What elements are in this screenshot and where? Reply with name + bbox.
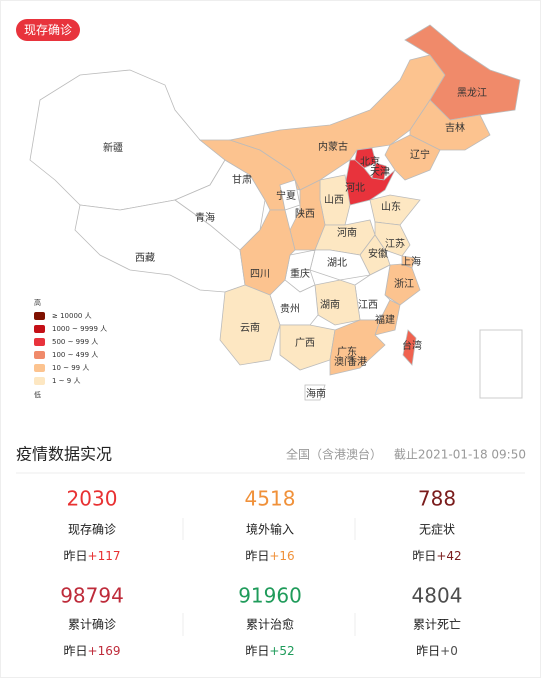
province-label: 香港 [347, 356, 367, 368]
legend-swatch [34, 364, 45, 372]
province [219, 284, 281, 366]
stat-prefix: 昨日 [416, 644, 440, 658]
province-label: 西藏 [135, 252, 155, 264]
stat-delta-row: 昨日+42 [412, 549, 461, 563]
legend-label: ≥ 10000 人 [52, 312, 92, 320]
badge-text: 现存确诊 [24, 23, 72, 37]
province-label: 四川 [250, 269, 270, 280]
province [402, 329, 417, 366]
stat-delta-row: 昨日+0 [416, 644, 458, 658]
stat-delta: +42 [436, 549, 461, 563]
province [384, 134, 441, 181]
province-label: 黑龙江 [457, 86, 487, 99]
stat-delta: +52 [269, 644, 294, 658]
legend-label: 1 ~ 9 人 [52, 377, 80, 385]
province [329, 319, 386, 376]
province-label: 广东 [337, 345, 357, 358]
stat-value: 788 [418, 487, 456, 511]
stat-delta: +117 [88, 549, 121, 563]
province-label: 台湾 [402, 339, 422, 352]
province-label: 北京 [360, 155, 380, 168]
stats-updated: 截止2021-01-18 09:50 [394, 448, 526, 462]
stats-title: 疫情数据实况 [16, 445, 112, 464]
stat-value: 91960 [238, 584, 302, 608]
south-sea-inset [479, 329, 523, 399]
stat-value: 2030 [67, 487, 118, 511]
province-label: 江西 [358, 299, 378, 311]
province-label: 陕西 [295, 207, 315, 220]
stat-value: 98794 [60, 584, 124, 608]
stats-scope: 全国（含港澳台） [286, 447, 382, 462]
province-label: 广西 [295, 337, 315, 349]
stat-label: 现存确诊 [68, 523, 116, 537]
stat-prefix: 昨日 [245, 549, 269, 563]
province-label: 新疆 [103, 141, 123, 154]
stat-label: 累计治愈 [246, 617, 294, 632]
province [369, 194, 421, 226]
province [304, 384, 326, 401]
province-label: 湖北 [327, 257, 347, 269]
province-label: 辽宁 [410, 148, 430, 161]
legend-high: 高 [34, 298, 41, 307]
province-label: 山西 [324, 194, 344, 206]
province [404, 24, 521, 121]
legend-swatch [34, 351, 45, 359]
province-label: 河北 [345, 182, 365, 194]
stat-label: 累计死亡 [413, 618, 461, 632]
stat-delta-row: 昨日+16 [245, 549, 294, 563]
province-label: 贵州 [280, 302, 300, 315]
province-label: 河南 [337, 226, 357, 239]
stat-delta-row: 昨日+169 [64, 644, 121, 658]
legend-label: 1000 ~ 9999 人 [52, 325, 107, 333]
legend-low: 低 [34, 390, 41, 399]
stat-delta: +0 [440, 644, 458, 658]
stat-prefix: 昨日 [64, 644, 88, 658]
legend-label: 10 ~ 99 人 [52, 364, 89, 372]
stat-delta-row: 昨日+52 [245, 644, 294, 658]
province-label: 浙江 [394, 278, 414, 290]
stat-prefix: 昨日 [412, 549, 436, 563]
province-label: 甘肃 [232, 173, 252, 186]
stat-prefix: 昨日 [64, 549, 88, 563]
province-label: 宁夏 [276, 189, 296, 202]
province-label: 安徽 [368, 247, 388, 260]
province-label: 云南 [240, 321, 260, 334]
province-label: 福建 [375, 313, 395, 326]
stat-value: 4804 [412, 584, 463, 608]
province-label: 山东 [381, 200, 401, 213]
province-label: 吉林 [445, 121, 465, 134]
province-label: 江苏 [385, 237, 405, 250]
province-label: 青海 [195, 211, 215, 224]
legend-swatch [34, 325, 45, 333]
legend-label: 500 ~ 999 人 [52, 338, 98, 346]
province-label: 澳门 [334, 355, 354, 368]
legend-swatch [34, 312, 45, 320]
legend-label: 100 ~ 499 人 [52, 351, 98, 359]
province [354, 147, 377, 169]
stat-delta: +169 [88, 644, 121, 658]
province-label: 湖南 [320, 298, 340, 311]
legend-swatch [34, 338, 45, 346]
province-label: 天津 [370, 166, 390, 178]
badge [16, 19, 80, 41]
stat-label: 累计确诊 [68, 618, 116, 632]
stat-label: 境外输入 [246, 522, 294, 537]
stat-delta: +16 [269, 549, 294, 563]
province-label: 海南 [306, 387, 326, 400]
province-label: 重庆 [290, 267, 310, 280]
stat-value: 4518 [245, 487, 296, 511]
province [409, 99, 491, 151]
stat-prefix: 昨日 [245, 644, 269, 658]
stat-delta-row: 昨日+117 [64, 549, 121, 563]
province-label: 内蒙古 [318, 140, 348, 153]
legend-swatch [34, 377, 45, 385]
province-label: 上海 [401, 255, 421, 268]
stat-label: 无症状 [419, 522, 455, 537]
